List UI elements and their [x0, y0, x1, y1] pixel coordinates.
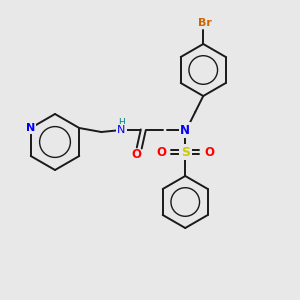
Text: O: O [131, 148, 141, 161]
Text: O: O [204, 146, 214, 158]
Text: Br: Br [198, 18, 212, 28]
Text: N: N [180, 124, 190, 136]
Text: H: H [118, 118, 124, 127]
Text: O: O [156, 146, 166, 158]
Text: S: S [181, 146, 190, 158]
Text: N: N [26, 123, 35, 133]
Text: N: N [117, 125, 125, 135]
